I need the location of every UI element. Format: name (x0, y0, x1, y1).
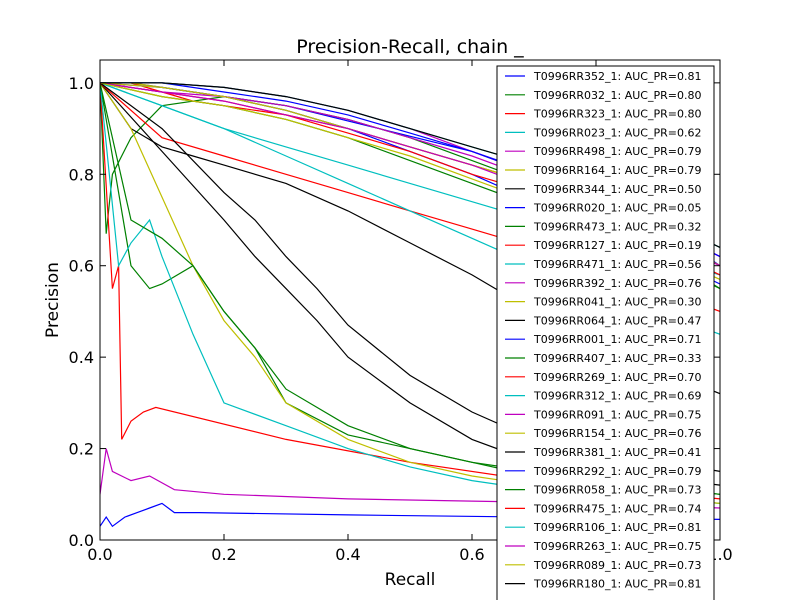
legend-entry-20: T0996RR381_1: AUC_PR=0.41 (533, 446, 701, 459)
y-tick-label: 0.8 (69, 165, 94, 184)
legend-entry-17: T0996RR312_1: AUC_PR=0.69 (533, 390, 701, 403)
legend-entry-12: T0996RR041_1: AUC_PR=0.30 (533, 296, 701, 309)
legend-entry-23: T0996RR475_1: AUC_PR=0.74 (533, 502, 701, 515)
series-line-9 (100, 82, 720, 500)
chart-title: Precision-Recall, chain _ (296, 36, 524, 58)
legend-entry-6: T0996RR344_1: AUC_PR=0.50 (533, 183, 701, 196)
legend-entry-1: T0996RR032_1: AUC_PR=0.80 (533, 89, 701, 102)
legend-entry-24: T0996RR106_1: AUC_PR=0.81 (533, 521, 701, 534)
x-tick-label: 0.4 (335, 545, 360, 564)
legend-entry-18: T0996RR091_1: AUC_PR=0.75 (533, 408, 701, 421)
legend-entry-5: T0996RR164_1: AUC_PR=0.79 (533, 164, 701, 177)
series-line-15 (100, 82, 720, 495)
legend-entry-15: T0996RR407_1: AUC_PR=0.33 (533, 352, 701, 365)
series-line-10 (100, 82, 720, 504)
legend: T0996RR352_1: AUC_PR=0.81 T0996RR032_1: A… (496, 65, 715, 600)
x-tick-label: 0.2 (211, 545, 236, 564)
legend-entry-27: T0996RR180_1: AUC_PR=0.81 (533, 578, 701, 591)
y-tick-label: 1.0 (69, 74, 94, 93)
y-tick-label: 0.2 (69, 440, 94, 459)
legend-entry-14: T0996RR001_1: AUC_PR=0.71 (533, 333, 701, 346)
x-axis-label: Recall (385, 570, 436, 590)
x-tick-label: 0.6 (459, 545, 484, 564)
y-tick-label: 0.4 (69, 348, 94, 367)
legend-box (496, 65, 715, 600)
series-line-20 (100, 82, 720, 472)
legend-entry-13: T0996RR064_1: AUC_PR=0.47 (533, 314, 701, 327)
legend-entry-11: T0996RR392_1: AUC_PR=0.76 (533, 277, 701, 290)
legend-entry-8: T0996RR473_1: AUC_PR=0.32 (533, 220, 701, 233)
legend-entry-25: T0996RR263_1: AUC_PR=0.75 (533, 540, 701, 553)
series-line-13 (100, 82, 720, 486)
legend-entry-19: T0996RR154_1: AUC_PR=0.76 (533, 427, 701, 440)
legend-entry-16: T0996RR269_1: AUC_PR=0.70 (533, 371, 701, 384)
legend-entry-4: T0996RR498_1: AUC_PR=0.79 (533, 145, 701, 158)
legend-entry-26: T0996RR089_1: AUC_PR=0.73 (533, 559, 701, 572)
legend-entry-3: T0996RR023_1: AUC_PR=0.62 (533, 126, 701, 139)
legend-entry-10: T0996RR471_1: AUC_PR=0.56 (533, 258, 701, 271)
y-tick-label: 0.6 (69, 257, 94, 276)
legend-entry-2: T0996RR323_1: AUC_PR=0.80 (533, 108, 701, 121)
legend-entry-0: T0996RR352_1: AUC_PR=0.81 (533, 70, 701, 83)
series-line-12 (100, 82, 720, 504)
series-line-7 (100, 502, 720, 528)
legend-entry-21: T0996RR292_1: AUC_PR=0.79 (533, 465, 701, 478)
y-axis-label: Precision (43, 262, 63, 338)
legend-entry-7: T0996RR020_1: AUC_PR=0.05 (533, 202, 701, 215)
legend-entry-22: T0996RR058_1: AUC_PR=0.73 (533, 484, 701, 497)
y-tick-label: 0.0 (69, 531, 94, 550)
legend-entry-9: T0996RR127_1: AUC_PR=0.19 (533, 239, 701, 252)
plot-frame (99, 59, 721, 541)
x-tick-label: 0.0 (87, 545, 112, 564)
